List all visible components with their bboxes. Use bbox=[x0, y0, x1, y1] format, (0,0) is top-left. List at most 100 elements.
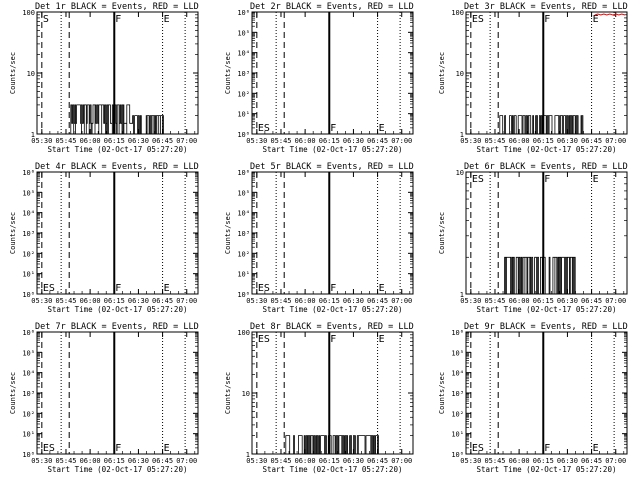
x-tick-label: 06:00 bbox=[295, 297, 316, 305]
y-tick-label: 10⁴ bbox=[237, 50, 250, 58]
x-tick-label: 06:15 bbox=[104, 137, 125, 145]
y-axis-label: Counts/sec bbox=[9, 212, 17, 254]
x-tick-label: 06:45 bbox=[581, 137, 602, 145]
x-tick-label: 06:30 bbox=[343, 457, 364, 465]
y-tick-label: 10⁴ bbox=[237, 210, 250, 218]
x-tick-label: 06:30 bbox=[343, 297, 364, 305]
y-tick-label: 10⁵ bbox=[237, 189, 250, 197]
y-tick-label: 10¹ bbox=[237, 271, 250, 279]
x-tick-label: 06:45 bbox=[152, 297, 173, 305]
y-axis-label: Counts/sec bbox=[224, 212, 232, 254]
x-axis-label: Start Time (02-Oct-17 05:27:20) bbox=[263, 465, 403, 474]
event-marker-label: E bbox=[593, 443, 599, 454]
y-axis-label: Counts/sec bbox=[438, 52, 446, 94]
y-tick-label: 10³ bbox=[451, 390, 464, 398]
panel-title: Det 2r BLACK = Events, RED = LLD bbox=[250, 2, 414, 12]
event-marker-label: F bbox=[544, 14, 550, 25]
event-marker-label: F bbox=[115, 283, 121, 294]
x-tick-label: 06:45 bbox=[367, 297, 388, 305]
x-tick-label: 06:30 bbox=[128, 457, 149, 465]
event-marker-label: ES bbox=[472, 174, 484, 185]
x-tick-label: 07:00 bbox=[391, 137, 412, 145]
event-marker-label: E bbox=[593, 174, 599, 185]
detector-panel: Det 2r BLACK = Events, RED = LLD 10⁰ 10¹ 10… bbox=[224, 2, 414, 154]
x-tick-label: 07:00 bbox=[605, 137, 626, 145]
y-tick-label: 100 bbox=[237, 329, 250, 337]
x-tick-label: 06:00 bbox=[295, 457, 316, 465]
y-tick-label: 10⁰ bbox=[22, 451, 35, 459]
event-marker-label: F bbox=[330, 334, 336, 345]
x-tick-label: 06:30 bbox=[343, 137, 364, 145]
y-tick-label: 10⁶ bbox=[237, 169, 250, 177]
y-tick-label: 10 bbox=[242, 390, 250, 398]
panel-title: Det 7r BLACK = Events, RED = LLD bbox=[35, 322, 199, 332]
event-marker-label: E bbox=[164, 14, 170, 25]
x-tick-label: 06:45 bbox=[152, 457, 173, 465]
x-tick-label: 06:30 bbox=[128, 137, 149, 145]
x-axis-label: Start Time (02-Oct-17 05:27:20) bbox=[263, 305, 403, 314]
x-tick-label: 07:00 bbox=[176, 457, 197, 465]
x-tick-label: 06:30 bbox=[557, 457, 578, 465]
y-tick-label: 10² bbox=[237, 90, 250, 98]
event-marker-label: E bbox=[379, 123, 385, 134]
y-tick-label: 10⁶ bbox=[22, 329, 35, 337]
event-marker-label: F bbox=[115, 14, 121, 25]
event-marker-label: F bbox=[544, 443, 550, 454]
y-tick-label: 10⁴ bbox=[451, 370, 464, 378]
panel-title: Det 6r BLACK = Events, RED = LLD bbox=[464, 162, 628, 172]
event-marker-label: F bbox=[115, 443, 121, 454]
y-axis-label: Counts/sec bbox=[9, 52, 17, 94]
x-tick-label: 05:45 bbox=[55, 137, 76, 145]
detector-panel: Det 4r BLACK = Events, RED = LLD 10⁰ 10¹ 10… bbox=[9, 162, 199, 314]
y-axis-label: Counts/sec bbox=[438, 372, 446, 414]
y-tick-label: 1 bbox=[31, 131, 35, 139]
y-axis-label: Counts/sec bbox=[224, 52, 232, 94]
x-tick-label: 06:00 bbox=[80, 457, 101, 465]
x-tick-label: 06:15 bbox=[319, 137, 340, 145]
x-axis-label: Start Time (02-Oct-17 05:27:20) bbox=[477, 145, 617, 154]
y-tick-label: 10² bbox=[22, 250, 35, 258]
x-tick-label: 05:45 bbox=[484, 137, 505, 145]
x-tick-label: 06:00 bbox=[295, 137, 316, 145]
y-tick-label: 10² bbox=[237, 250, 250, 258]
event-marker-label: F bbox=[330, 283, 336, 294]
x-tick-label: 06:15 bbox=[533, 457, 554, 465]
event-marker-label: ES bbox=[472, 14, 484, 25]
x-tick-label: 06:45 bbox=[152, 137, 173, 145]
x-tick-label: 06:00 bbox=[80, 297, 101, 305]
x-tick-label: 06:30 bbox=[557, 137, 578, 145]
y-tick-label: 1 bbox=[460, 291, 464, 299]
y-tick-label: 10¹ bbox=[451, 431, 464, 439]
x-tick-label: 05:30 bbox=[31, 457, 52, 465]
y-tick-label: 10⁶ bbox=[237, 9, 250, 17]
y-tick-label: 10⁵ bbox=[451, 349, 464, 357]
y-axis-label: Counts/sec bbox=[224, 372, 232, 414]
detector-panel: Det 3r BLACK = Events, RED = LLD 1 10 100 05… bbox=[438, 2, 628, 154]
x-tick-label: 05:30 bbox=[460, 457, 481, 465]
event-marker-label: S bbox=[43, 14, 49, 25]
x-tick-label: 07:00 bbox=[605, 297, 626, 305]
y-tick-label: 10¹ bbox=[22, 271, 35, 279]
detector-panel: Det 7r BLACK = Events, RED = LLD 10⁰ 10¹ 10… bbox=[9, 322, 199, 474]
x-tick-label: 06:15 bbox=[319, 297, 340, 305]
detector-panel: Det 1r BLACK = Events, RED = LLD 1 10 100 05… bbox=[9, 2, 199, 154]
y-tick-label: 10⁰ bbox=[237, 131, 250, 139]
y-tick-label: 10⁴ bbox=[22, 210, 35, 218]
x-tick-label: 05:45 bbox=[270, 457, 291, 465]
event-marker-label: E bbox=[379, 334, 385, 345]
y-axis-label: Counts/sec bbox=[9, 372, 17, 414]
y-tick-label: 10⁶ bbox=[451, 329, 464, 337]
event-marker-label: E bbox=[164, 443, 170, 454]
event-marker-label: E bbox=[164, 283, 170, 294]
y-tick-label: 100 bbox=[22, 9, 35, 17]
x-tick-label: 05:30 bbox=[246, 457, 267, 465]
x-tick-label: 06:15 bbox=[533, 297, 554, 305]
event-marker-label: ES bbox=[258, 334, 270, 345]
x-tick-label: 06:45 bbox=[581, 457, 602, 465]
event-marker-label: ES bbox=[43, 443, 55, 454]
event-marker-label: F bbox=[544, 174, 550, 185]
x-axis-label: Start Time (02-Oct-17 05:27:20) bbox=[48, 305, 188, 314]
x-axis-label: Start Time (02-Oct-17 05:27:20) bbox=[263, 145, 403, 154]
